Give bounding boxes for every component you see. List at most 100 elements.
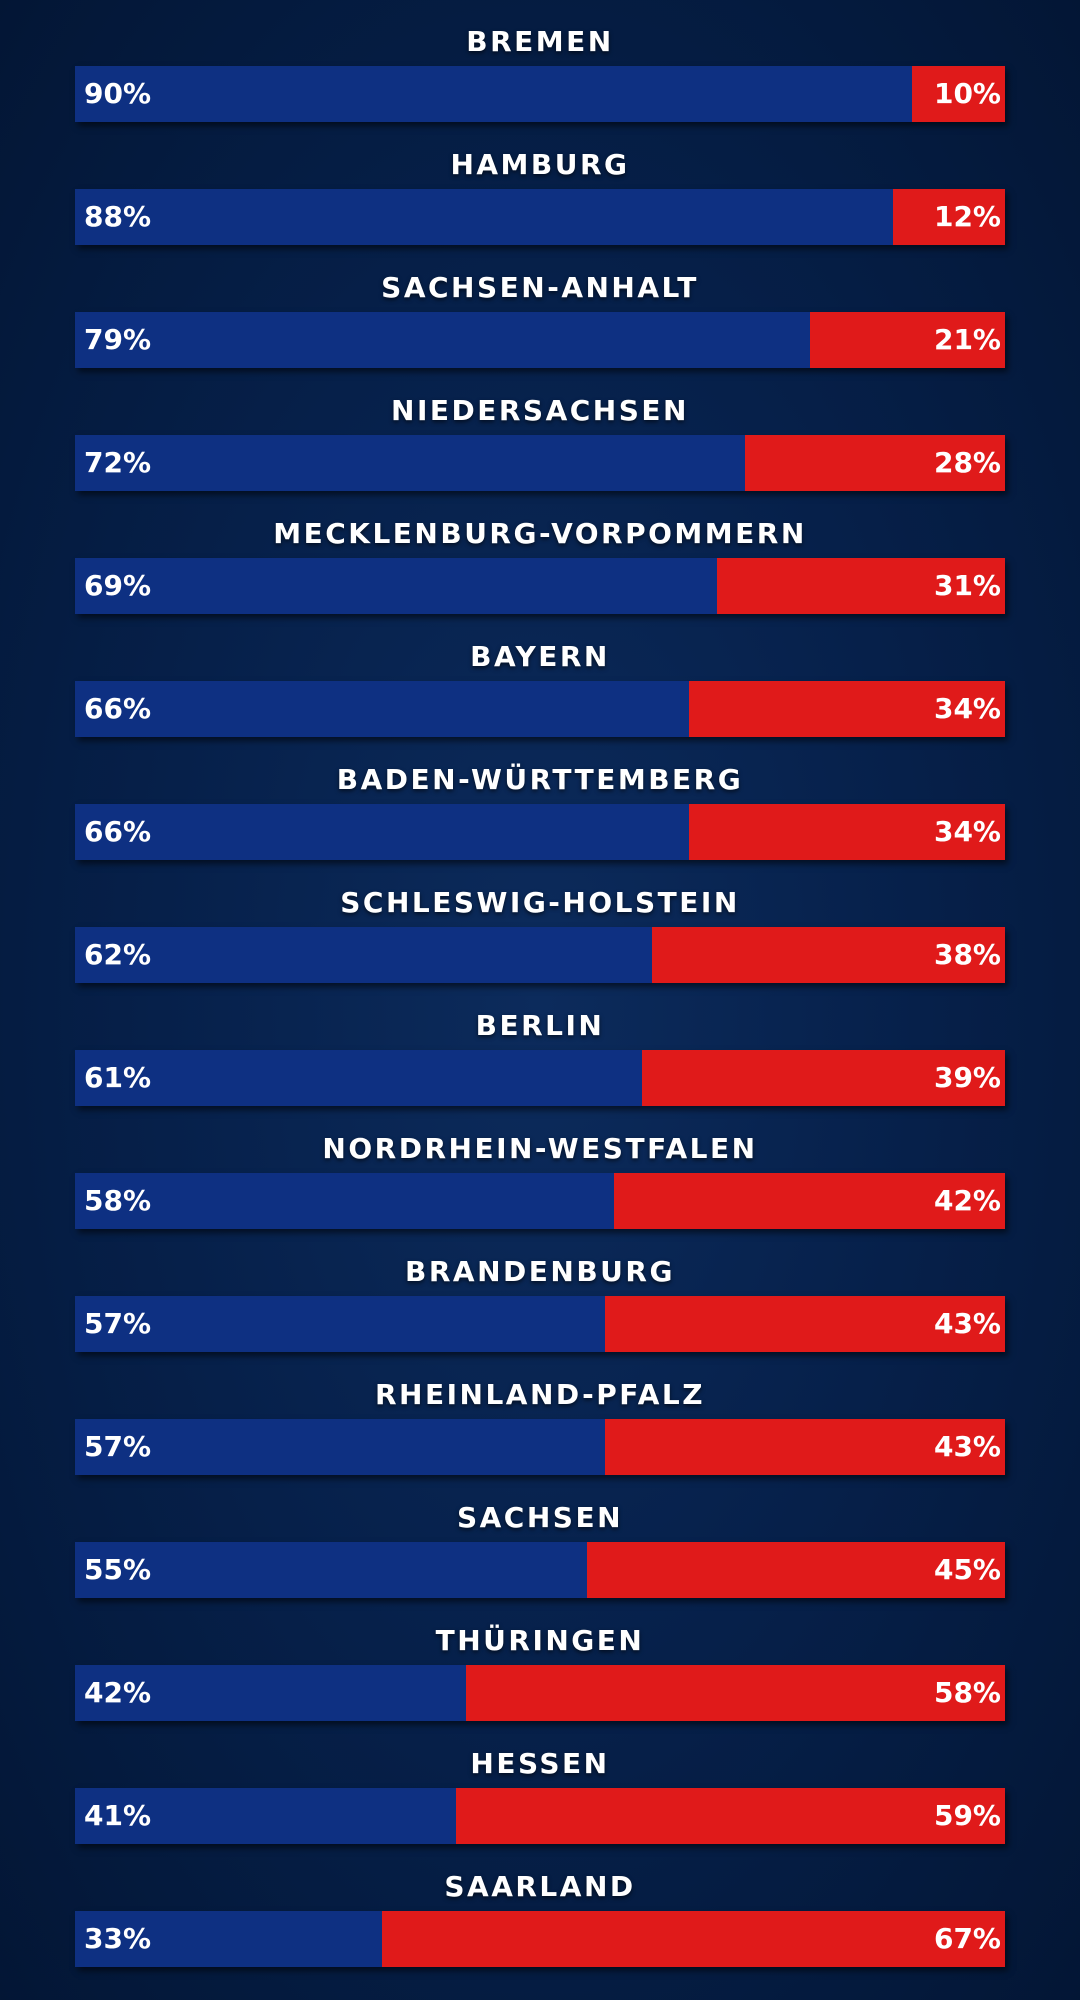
value-label-series-b: 43% bbox=[933, 1430, 1001, 1463]
value-label-series-b: 10% bbox=[933, 77, 1001, 110]
stacked-bar: 66% 34% bbox=[75, 804, 1005, 860]
bar-segment-series-b bbox=[614, 1173, 1005, 1229]
chart-row: THÜRINGEN 42% 58% bbox=[0, 1599, 1080, 1722]
category-label: BRANDENBURG bbox=[405, 1255, 675, 1288]
bar-segment-series-b bbox=[893, 189, 1005, 245]
chart-row: SACHSEN-ANHALT 79% 21% bbox=[0, 246, 1080, 369]
bar-segment-series-b bbox=[642, 1050, 1005, 1106]
value-label-series-b: 58% bbox=[933, 1676, 1001, 1709]
bar-segment-series-a bbox=[75, 1419, 606, 1475]
value-label-series-b: 67% bbox=[933, 1922, 1001, 1955]
value-label-series-b: 28% bbox=[933, 446, 1001, 479]
category-label: BADEN-WÜRTTEMBERG bbox=[336, 763, 744, 796]
bar-segment-series-a bbox=[75, 558, 717, 614]
value-label-series-a: 41% bbox=[84, 1799, 152, 1832]
value-label-series-a: 33% bbox=[84, 1922, 152, 1955]
value-label-series-a: 57% bbox=[84, 1307, 152, 1340]
bar-segment-series-a bbox=[75, 1665, 466, 1721]
stacked-bar: 79% 21% bbox=[75, 312, 1005, 368]
stacked-bar: 58% 42% bbox=[75, 1173, 1005, 1229]
stacked-bar: 42% 58% bbox=[75, 1665, 1005, 1721]
bar-segment-series-a bbox=[75, 927, 652, 983]
stacked-bar: 33% 67% bbox=[75, 1911, 1005, 1967]
value-label-series-a: 42% bbox=[84, 1676, 152, 1709]
stacked-bar: 88% 12% bbox=[75, 189, 1005, 245]
category-label: THÜRINGEN bbox=[435, 1624, 645, 1657]
bar-segment-series-b bbox=[716, 558, 1005, 614]
category-label: HAMBURG bbox=[450, 148, 630, 181]
bar-segment-series-a bbox=[75, 1050, 643, 1106]
chart-row: MECKLENBURG-VORPOMMERN 69% 31% bbox=[0, 492, 1080, 615]
bar-segment-series-a bbox=[75, 1296, 606, 1352]
value-label-series-a: 58% bbox=[84, 1184, 152, 1217]
value-label-series-a: 62% bbox=[84, 938, 152, 971]
chart-row: HESSEN 41% 59% bbox=[0, 1722, 1080, 1845]
value-label-series-a: 66% bbox=[84, 692, 152, 725]
chart-row: SACHSEN 55% 45% bbox=[0, 1476, 1080, 1599]
bar-segment-series-b bbox=[809, 312, 1005, 368]
bar-segment-series-b bbox=[651, 927, 1005, 983]
chart-row: HAMBURG 88% 12% bbox=[0, 123, 1080, 246]
bar-segment-series-a bbox=[75, 1788, 457, 1844]
bar-segment-series-b bbox=[688, 804, 1005, 860]
chart-row: RHEINLAND-PFALZ 57% 43% bbox=[0, 1353, 1080, 1476]
category-label: HESSEN bbox=[470, 1747, 610, 1780]
stacked-bar: 90% 10% bbox=[75, 66, 1005, 122]
category-label: SAARLAND bbox=[444, 1870, 636, 1903]
bar-segment-series-b bbox=[688, 681, 1005, 737]
value-label-series-a: 61% bbox=[84, 1061, 152, 1094]
bar-segment-series-a bbox=[75, 1173, 615, 1229]
stacked-bar: 57% 43% bbox=[75, 1419, 1005, 1475]
chart-row: NIEDERSACHSEN 72% 28% bbox=[0, 369, 1080, 492]
chart-row: NORDRHEIN-WESTFALEN 58% 42% bbox=[0, 1107, 1080, 1230]
category-label: SCHLESWIG-HOLSTEIN bbox=[340, 886, 740, 919]
value-label-series-b: 43% bbox=[933, 1307, 1001, 1340]
category-label: NORDRHEIN-WESTFALEN bbox=[322, 1132, 758, 1165]
stacked-bar: 55% 45% bbox=[75, 1542, 1005, 1598]
category-label: MECKLENBURG-VORPOMMERN bbox=[273, 517, 807, 550]
value-label-series-b: 12% bbox=[933, 200, 1001, 233]
value-label-series-a: 69% bbox=[84, 569, 152, 602]
value-label-series-b: 34% bbox=[933, 815, 1001, 848]
value-label-series-b: 42% bbox=[933, 1184, 1001, 1217]
bar-segment-series-a bbox=[75, 312, 810, 368]
bar-segment-series-a bbox=[75, 804, 689, 860]
chart-row: BREMEN 90% 10% bbox=[0, 0, 1080, 123]
bar-segment-series-b bbox=[456, 1788, 1005, 1844]
bar-segment-series-b bbox=[605, 1296, 1005, 1352]
category-label: SACHSEN-ANHALT bbox=[381, 271, 699, 304]
category-label: BERLIN bbox=[475, 1009, 605, 1042]
chart-row: SCHLESWIG-HOLSTEIN 62% 38% bbox=[0, 861, 1080, 984]
category-label: SACHSEN bbox=[456, 1501, 624, 1534]
stacked-bar: 66% 34% bbox=[75, 681, 1005, 737]
value-label-series-a: 57% bbox=[84, 1430, 152, 1463]
bar-segment-series-b bbox=[605, 1419, 1005, 1475]
category-label: BAYERN bbox=[470, 640, 610, 673]
stacked-bar: 61% 39% bbox=[75, 1050, 1005, 1106]
bar-segment-series-a bbox=[75, 66, 912, 122]
value-label-series-a: 55% bbox=[84, 1553, 152, 1586]
bar-segment-series-b bbox=[744, 435, 1005, 491]
stacked-bar: 41% 59% bbox=[75, 1788, 1005, 1844]
value-label-series-a: 66% bbox=[84, 815, 152, 848]
bar-segment-series-b bbox=[465, 1665, 1005, 1721]
stacked-bar: 57% 43% bbox=[75, 1296, 1005, 1352]
value-label-series-b: 45% bbox=[933, 1553, 1001, 1586]
value-label-series-a: 88% bbox=[84, 200, 152, 233]
chart-row: SAARLAND 33% 67% bbox=[0, 1845, 1080, 1968]
bar-segment-series-a bbox=[75, 189, 894, 245]
bar-segment-series-a bbox=[75, 1542, 587, 1598]
value-label-series-a: 79% bbox=[84, 323, 152, 356]
chart-row: BRANDENBURG 57% 43% bbox=[0, 1230, 1080, 1353]
value-label-series-b: 31% bbox=[933, 569, 1001, 602]
category-label: BREMEN bbox=[466, 25, 614, 58]
value-label-series-b: 59% bbox=[933, 1799, 1001, 1832]
value-label-series-b: 21% bbox=[933, 323, 1001, 356]
chart-row: BAYERN 66% 34% bbox=[0, 615, 1080, 738]
bar-segment-series-b bbox=[586, 1542, 1005, 1598]
bar-segment-series-a bbox=[75, 681, 689, 737]
stacked-bar: 72% 28% bbox=[75, 435, 1005, 491]
bar-segment-series-a bbox=[75, 435, 745, 491]
stacked-bar: 62% 38% bbox=[75, 927, 1005, 983]
